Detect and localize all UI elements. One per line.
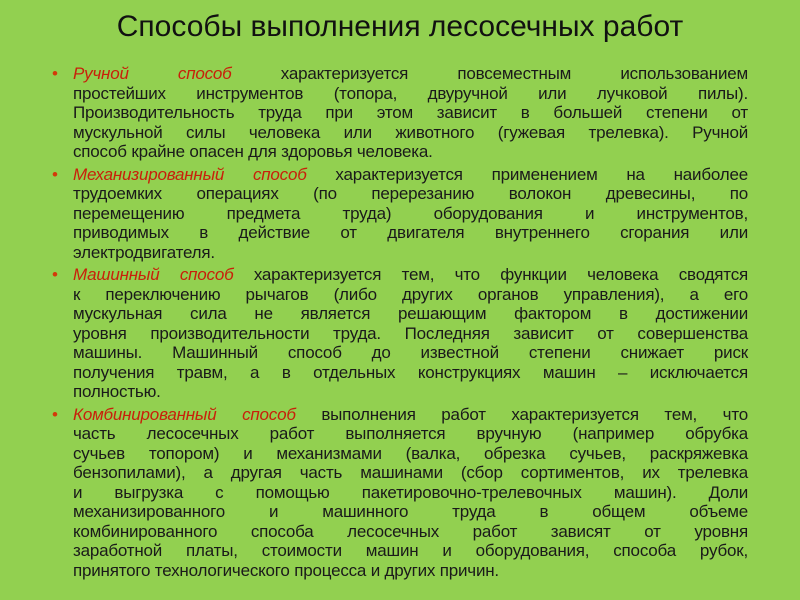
line-text: выполнения работ характеризуется тем, чт… bbox=[295, 404, 748, 424]
text-line: к переключению рычагов (либо других орга… bbox=[73, 285, 748, 305]
text-line: простейших инструментов (топора, двуручн… bbox=[73, 84, 748, 104]
slide-title: Способы выполнения лесосечных работ bbox=[116, 10, 684, 43]
line-text: комбинированного способа лесосечных рабо… bbox=[73, 521, 748, 541]
line-text: мускульной силы человека или животного (… bbox=[73, 122, 748, 142]
text-line: заработной платы, стоимости машин и обор… bbox=[73, 541, 748, 561]
text-line: мускульной силы человека или животного (… bbox=[73, 123, 748, 143]
bullet-icon: • bbox=[52, 164, 58, 184]
text-line: Ручной способ характеризуется повсеместн… bbox=[73, 64, 748, 84]
text-line: перемещению предмета труда) оборудования… bbox=[73, 204, 748, 224]
method-name: Комбинированный способ bbox=[73, 404, 296, 424]
line-text: к переключению рычагов (либо других орга… bbox=[73, 284, 748, 304]
bullet-icon: • bbox=[52, 404, 58, 424]
line-text: перемещению предмета труда) оборудования… bbox=[73, 203, 748, 223]
line-text: Производительность труда при этом зависи… bbox=[73, 103, 748, 122]
text-line: принятого технологического процесса и др… bbox=[73, 561, 748, 581]
method-name: Механизированный способ bbox=[73, 164, 307, 184]
line-text: уровня производительности труда. Последн… bbox=[73, 323, 748, 343]
text-line: способ крайне опасен для здоровья челове… bbox=[73, 142, 748, 162]
line-text: заработной платы, стоимости машин и обор… bbox=[73, 541, 748, 560]
text-line: Комбинированный способ выполнения работ … bbox=[73, 405, 748, 425]
text-line: машины. Машинный способ до известной сте… bbox=[73, 343, 748, 363]
line-text: способ крайне опасен для здоровья челове… bbox=[73, 142, 433, 161]
text-line: электродвигателя. bbox=[73, 243, 748, 263]
text-line: Машинный способ характеризуется тем, что… bbox=[73, 265, 748, 285]
text-line: и выгрузка с помощью пакетировочно-треле… bbox=[73, 483, 748, 503]
text-line: Производительность труда при этом зависи… bbox=[73, 103, 748, 123]
line-text: полностью. bbox=[73, 382, 161, 401]
method-name: Машинный способ bbox=[73, 265, 234, 284]
line-text: трудоемких операциях (по перерезанию вол… bbox=[73, 184, 748, 203]
text-line: часть лесосечных работ выполняется вручн… bbox=[73, 424, 748, 444]
bullet-icon: • bbox=[52, 265, 58, 284]
text-line: механизированного и машинного труда в об… bbox=[73, 502, 748, 522]
text-line: Механизированный способ характеризуется … bbox=[73, 165, 748, 185]
text-line: бензопилами), а другая часть машинами (с… bbox=[73, 463, 748, 483]
text-line: сучьев топором) и механизмами (валка, об… bbox=[73, 444, 748, 464]
line-text: приводимых в действие от двигателя внутр… bbox=[73, 223, 748, 242]
bullet-item: • Комбинированный способ выполнения работ… bbox=[52, 405, 748, 581]
line-text: бензопилами), а другая часть машинами (с… bbox=[73, 463, 748, 482]
text-line: приводимых в действие от двигателя внутр… bbox=[73, 223, 748, 243]
text-line: полностью. bbox=[73, 382, 748, 402]
line-text: и выгрузка с помощью пакетировочно-треле… bbox=[73, 482, 748, 502]
line-text: механизированного и машинного труда в об… bbox=[73, 502, 748, 521]
text-line: мускульная сила не является решающим фак… bbox=[73, 304, 748, 324]
line-text: простейших инструментов (топора, двуручн… bbox=[73, 83, 748, 103]
line-text: характеризуется применением на наиболее bbox=[306, 164, 748, 184]
line-text: мускульная сила не является решающим фак… bbox=[73, 304, 748, 323]
line-text: принятого технологического процесса и др… bbox=[73, 560, 499, 580]
line-text: получения травм, а в отдельных конструкц… bbox=[73, 362, 748, 382]
line-text: сучьев топором) и механизмами (валка, об… bbox=[73, 443, 748, 463]
bullet-item: • Машинный способ характеризуется тем, чт… bbox=[52, 265, 748, 402]
bullet-icon: • bbox=[52, 64, 58, 83]
bullet-list: • Ручной способ характеризуется повсемест… bbox=[52, 64, 748, 583]
line-text: электродвигателя. bbox=[73, 242, 215, 262]
bullet-item: • Ручной способ характеризуется повсемест… bbox=[52, 64, 748, 162]
bullet-item: • Механизированный способ характеризуется… bbox=[52, 165, 748, 263]
line-text: характеризуется тем, что функции человек… bbox=[233, 265, 748, 284]
text-line: трудоемких операциях (по перерезанию вол… bbox=[73, 184, 748, 204]
method-name: Ручной способ bbox=[73, 64, 232, 83]
text-line: получения травм, а в отдельных конструкц… bbox=[73, 363, 748, 383]
text-line: уровня производительности труда. Последн… bbox=[73, 324, 748, 344]
line-text: характеризуется повсеместным использован… bbox=[231, 64, 748, 83]
line-text: часть лесосечных работ выполняется вручн… bbox=[73, 424, 748, 443]
line-text: машины. Машинный способ до известной сте… bbox=[73, 343, 748, 362]
text-line: комбинированного способа лесосечных рабо… bbox=[73, 522, 748, 542]
